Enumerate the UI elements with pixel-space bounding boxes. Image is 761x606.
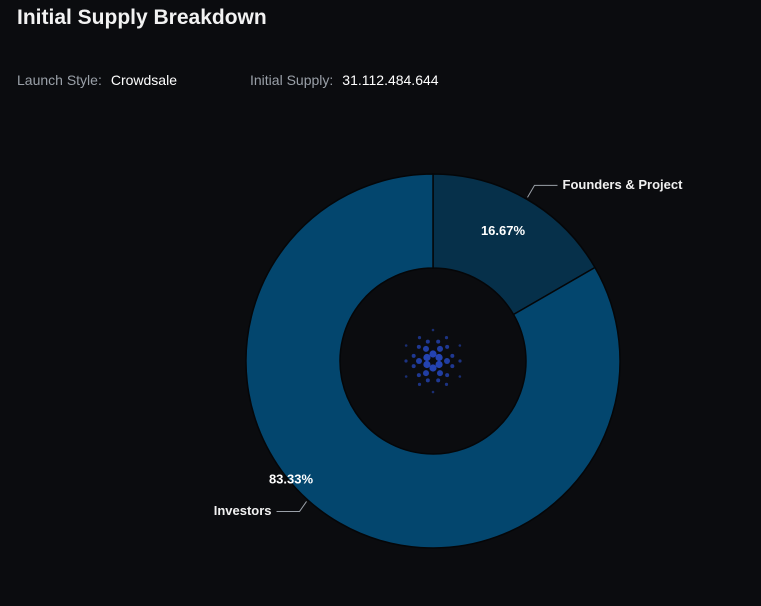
slice-category-label: Investors (214, 503, 272, 518)
logo-dot (416, 373, 421, 378)
logo-dot (450, 353, 455, 358)
launch-style-label: Launch Style: (17, 72, 102, 88)
logo-dot (436, 339, 441, 344)
logo-dot (416, 344, 421, 349)
logo-dot (435, 353, 443, 362)
logo-dot (444, 382, 449, 386)
logo-dot (431, 328, 435, 332)
launch-style-value: Crowdsale (110, 72, 177, 88)
logo-dot (404, 375, 408, 378)
logo-dot (437, 345, 443, 352)
donut-slice-founders-project[interactable] (432, 173, 596, 316)
slice-percent-label: 16.67% (481, 223, 526, 238)
logo-dot (450, 364, 455, 369)
logo-dot (435, 360, 443, 369)
logo-dot (458, 375, 462, 378)
donut-labels: 16.67% Founders & Project 83.33% Investors (214, 177, 683, 518)
logo-dot (423, 345, 429, 352)
logo-dot (431, 390, 435, 394)
donut-slice-investors[interactable] (245, 173, 621, 549)
donut-slices (245, 173, 621, 549)
logo-dot (444, 358, 450, 364)
logo-dot (411, 364, 416, 369)
logo-dot (423, 370, 429, 377)
logo-dot (417, 382, 422, 386)
initial-supply-value: 31.112.484.644 (342, 72, 439, 88)
logo-dot (445, 344, 450, 349)
slice-leader-line (276, 501, 307, 512)
logo-dot (423, 353, 431, 362)
logo-dot (425, 339, 430, 344)
logo-dot (404, 359, 408, 363)
logo-dot (423, 360, 431, 369)
logo-dot (444, 336, 449, 340)
slice-leader-line (527, 184, 558, 198)
cardano-logo-icon (404, 328, 462, 394)
logo-dot (436, 378, 441, 383)
logo-dot (458, 344, 462, 347)
page-title: Initial Supply Breakdown (17, 6, 267, 29)
initial-supply-label: Initial Supply: (250, 72, 334, 88)
slice-percent-label: 83.33% (269, 472, 314, 487)
logo-dot (437, 370, 443, 377)
logo-dot (417, 336, 422, 340)
logo-dot (416, 358, 422, 364)
logo-dot (458, 359, 462, 363)
slice-category-label: Founders & Project (563, 177, 684, 192)
logo-dot (425, 378, 430, 383)
logo-dot (445, 373, 450, 378)
initial-supply-info: Initial Supply: 31.112.484.644 (250, 72, 439, 88)
launch-style-info: Launch Style: Crowdsale (17, 72, 177, 88)
logo-dot (429, 364, 437, 372)
logo-dot (429, 350, 437, 358)
logo-dot (404, 344, 408, 347)
logo-dot (411, 353, 416, 358)
